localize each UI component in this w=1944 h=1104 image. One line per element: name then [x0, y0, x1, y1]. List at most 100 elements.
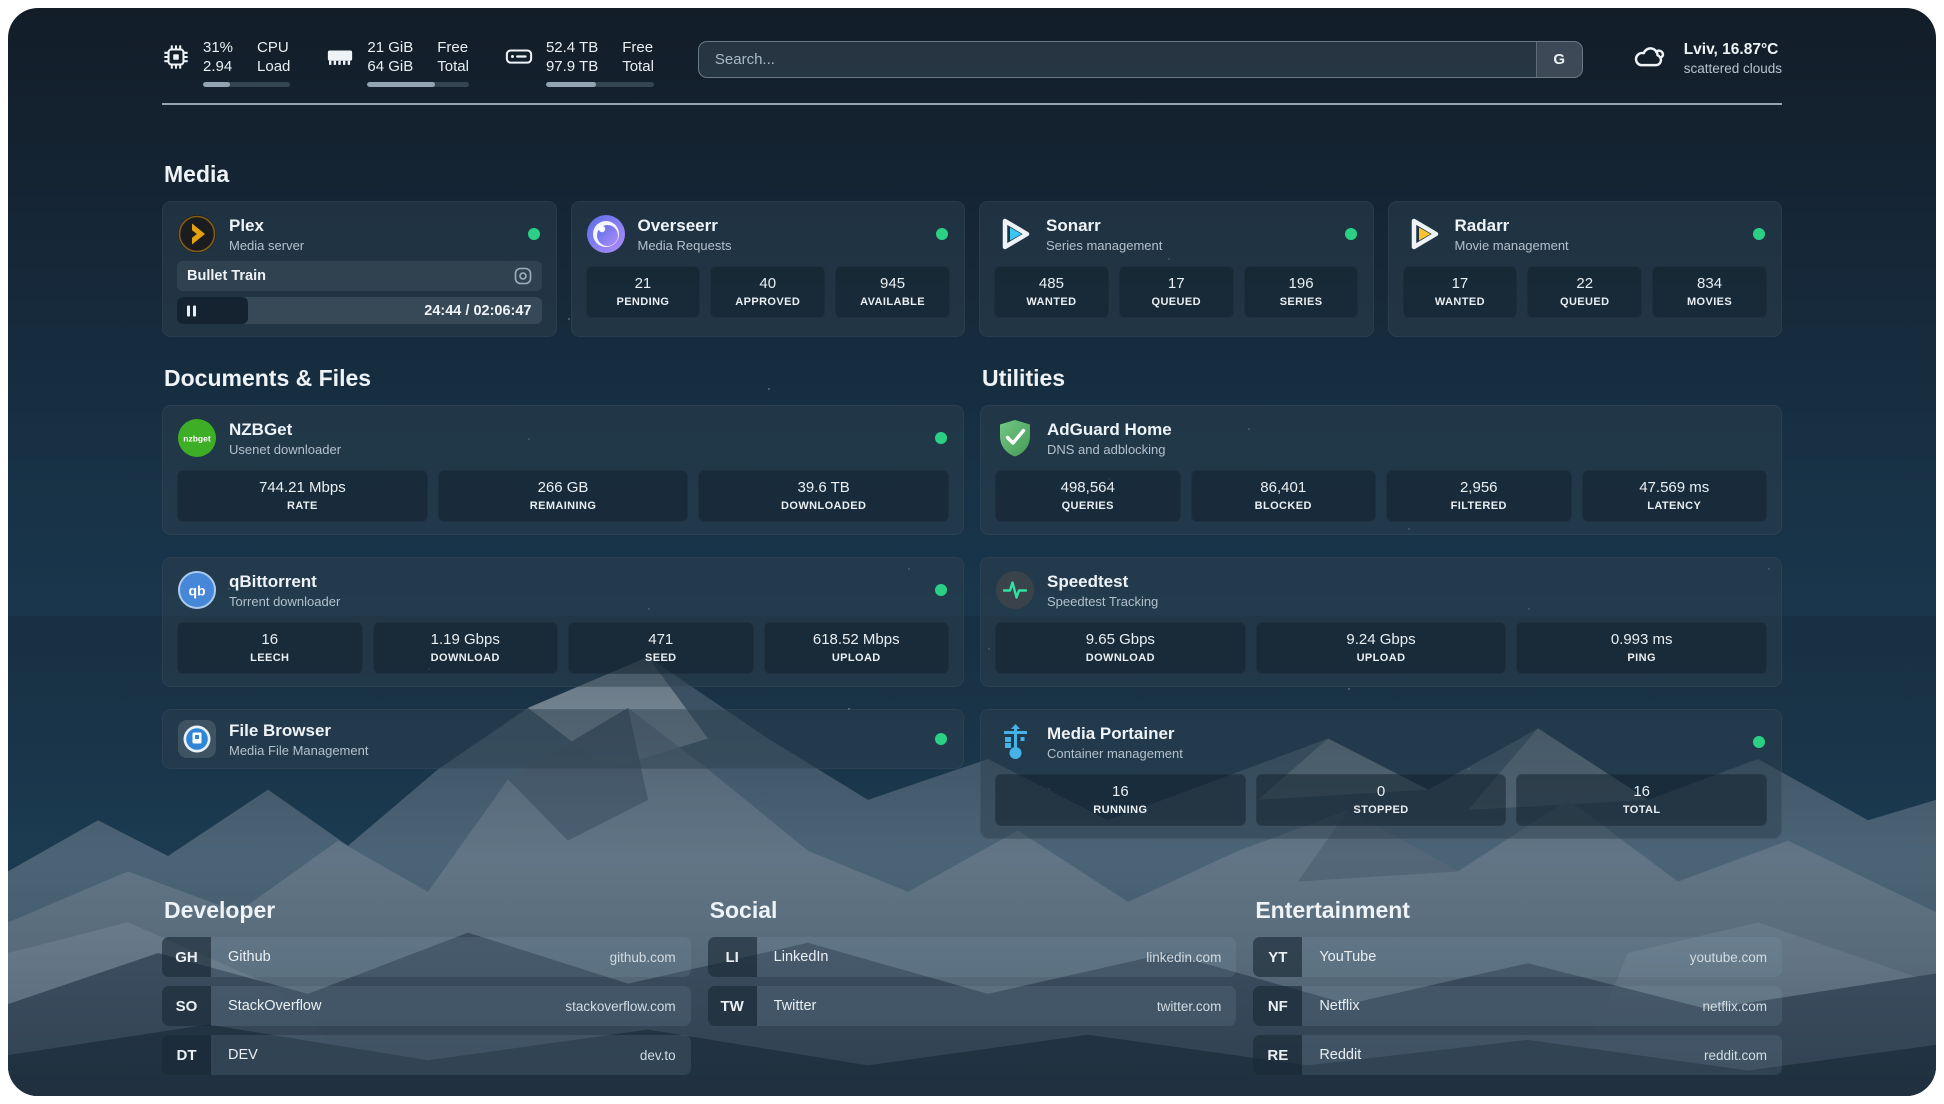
cpu-icon — [162, 43, 190, 71]
bookmark-abbr: RE — [1253, 1035, 1303, 1075]
bookmark-name: Twitter — [773, 998, 817, 1014]
service-card-radarr[interactable]: Radarr Movie management 17 WANTED 22 QUE… — [1387, 201, 1782, 337]
bookmark-reddit[interactable]: RE Reddit reddit.com — [1253, 1035, 1782, 1075]
stat-box-wanted: 485 WANTED — [994, 266, 1109, 318]
stat-value: 17 — [1167, 275, 1185, 292]
stat-box-upload: 9.24 Gbps UPLOAD — [1255, 622, 1507, 674]
cpu-load-value: 2.94 — [203, 58, 233, 75]
memory-stat: 21 GiB 64 GiB Free Total — [326, 38, 469, 87]
service-subtitle: Torrent downloader — [229, 593, 341, 609]
cpu-load-label: Load — [257, 58, 291, 75]
stat-box-latency: 47.569 ms LATENCY — [1581, 470, 1767, 522]
stat-label: LEECH — [250, 652, 290, 664]
bookmark-github[interactable]: GH Github github.com — [162, 937, 691, 977]
service-card-portainer[interactable]: Media Portainer Container management 16 … — [980, 709, 1782, 839]
stat-label: AVAILABLE — [860, 296, 926, 308]
bookmark-youtube[interactable]: YT YouTube youtube.com — [1253, 937, 1782, 977]
stat-label: RATE — [286, 500, 318, 512]
bookmark-name: Github — [228, 949, 271, 965]
service-card-overseerr[interactable]: Overseerr Media Requests 21 PENDING 40 A… — [570, 201, 965, 337]
search-engine-button[interactable]: G — [1535, 42, 1582, 77]
service-card-speedtest[interactable]: Speedtest Speedtest Tracking 9.65 Gbps D… — [980, 557, 1782, 687]
bookmark-abbr: GH — [162, 937, 211, 977]
section-heading-media: Media — [164, 161, 230, 187]
stat-value: 0 — [1376, 783, 1386, 800]
section-heading-entertainment: Entertainment — [1255, 897, 1410, 923]
service-subtitle: Series management — [1046, 237, 1163, 253]
search-bar[interactable]: G — [697, 41, 1583, 78]
stat-label: APPROVED — [735, 296, 801, 308]
snow-particles — [8, 8, 10, 10]
dashboard-panel: 31% 2.94 CPU Load — [8, 8, 1936, 1096]
memory-total-label: Total — [437, 58, 469, 75]
stat-box-approved: 40 APPROVED — [710, 266, 826, 318]
cpu-labels: CPU Load — [257, 38, 290, 76]
service-card-sonarr[interactable]: Sonarr Series management 485 WANTED 17 Q… — [979, 201, 1374, 337]
service-card-plex[interactable]: Plex Media server Bullet Train — [162, 201, 557, 337]
stat-value: 2,956 — [1459, 479, 1498, 496]
overseerr-icon — [586, 214, 626, 254]
section-heading-utilities: Utilities — [982, 365, 1066, 391]
stat-box-available: 945 AVAILABLE — [835, 266, 950, 318]
status-dot — [935, 584, 947, 596]
cpu-usage-label: CPU — [257, 39, 289, 56]
bookmark-linkedin[interactable]: LI LinkedIn linkedin.com — [707, 937, 1237, 977]
playback-time: 24:44 / 02:06:47 — [424, 302, 532, 319]
stat-value: 16 — [261, 631, 279, 648]
bookmark-twitter[interactable]: TW Twitter twitter.com — [707, 986, 1237, 1026]
status-dot — [1753, 736, 1765, 748]
service-subtitle: Usenet downloader — [229, 441, 342, 457]
service-card-nzbget[interactable]: nzbget NZBGet Usenet downloader 744.21 M… — [162, 405, 964, 535]
memory-progress-fill — [367, 82, 436, 87]
disk-icon — [505, 43, 533, 71]
stat-box-series: 196 SERIES — [1243, 266, 1359, 318]
svg-text:nzbget: nzbget — [183, 434, 211, 444]
stat-box-download: 1.19 Gbps DOWNLOAD — [372, 622, 558, 674]
stat-box-leech: 16 LEECH — [177, 622, 363, 674]
service-title: AdGuard Home — [1047, 419, 1172, 439]
bookmark-stackoverflow[interactable]: SO StackOverflow stackoverflow.com — [162, 986, 691, 1026]
stat-label: RUNNING — [1093, 804, 1148, 816]
bookmark-abbr: DT — [162, 1035, 211, 1075]
disk-values: 52.4 TB 97.9 TB — [546, 38, 598, 76]
bookmark-abbr: NF — [1253, 986, 1303, 1026]
service-title: Plex — [229, 215, 264, 235]
status-dot — [935, 432, 947, 444]
cpu-progress-bar — [203, 82, 291, 87]
stat-label: SERIES — [1279, 296, 1323, 308]
bookmark-url: reddit.com — [1703, 1047, 1767, 1063]
bookmark-netflix[interactable]: NF Netflix netflix.com — [1253, 986, 1782, 1026]
stat-value: 22 — [1576, 275, 1594, 292]
stat-value: 86,401 — [1260, 479, 1307, 496]
bookmark-abbr: SO — [162, 986, 211, 1026]
stat-value: 16 — [1633, 783, 1651, 800]
stat-label: UPLOAD — [1356, 652, 1406, 664]
playback-progress-bar: 24:44 / 02:06:47 — [177, 297, 542, 324]
stat-box-stopped: 0 STOPPED — [1255, 774, 1507, 826]
disk-progress-fill — [545, 82, 596, 87]
service-card-qbittorrent[interactable]: qb qBittorrent Torrent downloader 16 LEE… — [162, 557, 964, 687]
bookmark-url: stackoverflow.com — [565, 998, 676, 1014]
bookmark-abbr: LI — [707, 937, 757, 977]
stat-box-queued: 17 QUEUED — [1118, 266, 1234, 318]
pause-icon — [187, 305, 196, 316]
service-card-filebrowser[interactable]: File Browser Media File Management — [162, 709, 964, 769]
service-card-adguard[interactable]: AdGuard Home DNS and adblocking 498,564 … — [980, 405, 1782, 535]
nzbget-icon: nzbget — [177, 418, 217, 458]
stat-label: REMAINING — [529, 500, 597, 512]
bookmark-abbr: TW — [707, 986, 757, 1026]
stat-box-remaining: 266 GB REMAINING — [437, 470, 689, 522]
stat-label: STOPPED — [1353, 804, 1409, 816]
weather-condition: scattered clouds — [1683, 61, 1782, 76]
bookmark-url: netflix.com — [1702, 998, 1767, 1014]
stat-box-filtered: 2,956 FILTERED — [1386, 470, 1572, 522]
bookmark-dev[interactable]: DT DEV dev.to — [162, 1035, 691, 1075]
stat-box-ping: 0.993 ms PING — [1516, 622, 1768, 674]
disk-total-value: 97.9 TB — [545, 58, 599, 75]
cpu-values: 31% 2.94 — [203, 38, 233, 76]
cloud-icon — [1629, 43, 1671, 75]
adguard-icon — [995, 418, 1035, 458]
sonarr-icon — [994, 214, 1034, 254]
search-input[interactable] — [698, 42, 1536, 77]
stat-box-blocked: 86,401 BLOCKED — [1190, 470, 1376, 522]
